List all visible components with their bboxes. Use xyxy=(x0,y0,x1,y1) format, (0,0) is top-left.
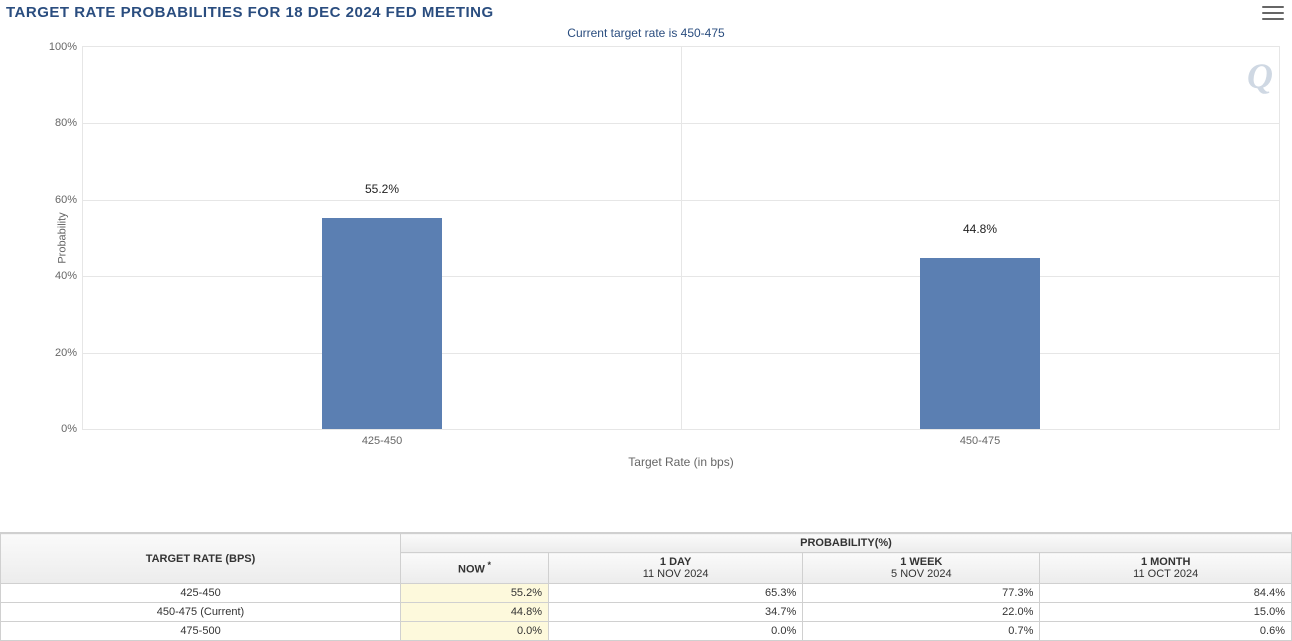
page-title: TARGET RATE PROBABILITIES FOR 18 DEC 202… xyxy=(6,4,494,21)
bar-value-label: 55.2% xyxy=(365,182,399,200)
x-axis-label: Target Rate (in bps) xyxy=(628,429,733,469)
y-tick: 40% xyxy=(55,270,83,282)
value-cell: 0.6% xyxy=(1040,622,1292,641)
y-axis-label: Probability xyxy=(57,212,69,263)
value-cell: 0.0% xyxy=(401,622,549,641)
y-tick: 20% xyxy=(55,347,83,359)
value-cell: 84.4% xyxy=(1040,584,1292,603)
value-cell: 65.3% xyxy=(549,584,803,603)
x-tick: 425-450 xyxy=(362,429,402,447)
col-subheader: 1 MONTH11 OCT 2024 xyxy=(1040,553,1292,584)
y-tick: 0% xyxy=(61,423,83,435)
col-subheader: 1 WEEK5 NOV 2024 xyxy=(803,553,1040,584)
value-cell: 15.0% xyxy=(1040,603,1292,622)
watermark: Q xyxy=(1247,55,1271,97)
chart-menu-icon[interactable] xyxy=(1262,4,1284,22)
value-cell: 77.3% xyxy=(803,584,1040,603)
rate-cell: 475-500 xyxy=(1,622,401,641)
y-tick: 60% xyxy=(55,194,83,206)
x-tick: 450-475 xyxy=(960,429,1000,447)
value-cell: 55.2% xyxy=(401,584,549,603)
bar xyxy=(322,218,442,429)
plot-area: Q Probability Target Rate (in bps) 0%20%… xyxy=(82,46,1280,430)
category-divider xyxy=(681,47,682,429)
probability-table-wrap: TARGET RATE (BPS)PROBABILITY(%)NOW *1 DA… xyxy=(0,532,1292,641)
table-row: 425-45055.2%65.3%77.3%84.4% xyxy=(1,584,1292,603)
table-row: 450-475 (Current)44.8%34.7%22.0%15.0% xyxy=(1,603,1292,622)
col-header-target-rate: TARGET RATE (BPS) xyxy=(1,534,401,584)
probability-table: TARGET RATE (BPS)PROBABILITY(%)NOW *1 DA… xyxy=(0,533,1292,641)
value-cell: 0.0% xyxy=(549,622,803,641)
bar-value-label: 44.8% xyxy=(963,222,997,240)
value-cell: 44.8% xyxy=(401,603,549,622)
value-cell: 22.0% xyxy=(803,603,1040,622)
value-cell: 34.7% xyxy=(549,603,803,622)
col-header-probability: PROBABILITY(%) xyxy=(401,534,1292,553)
value-cell: 0.7% xyxy=(803,622,1040,641)
col-subheader: NOW * xyxy=(401,553,549,584)
rate-cell: 425-450 xyxy=(1,584,401,603)
chart-subtitle: Current target rate is 450-475 xyxy=(0,26,1292,40)
bar xyxy=(920,258,1040,429)
y-tick: 80% xyxy=(55,117,83,129)
probability-bar-chart: Q Probability Target Rate (in bps) 0% 20%… xyxy=(6,46,1286,476)
table-row: 475-5000.0%0.0%0.7%0.6% xyxy=(1,622,1292,641)
y-tick: 100% xyxy=(49,41,83,53)
rate-cell: 450-475 (Current) xyxy=(1,603,401,622)
col-subheader: 1 DAY11 NOV 2024 xyxy=(549,553,803,584)
